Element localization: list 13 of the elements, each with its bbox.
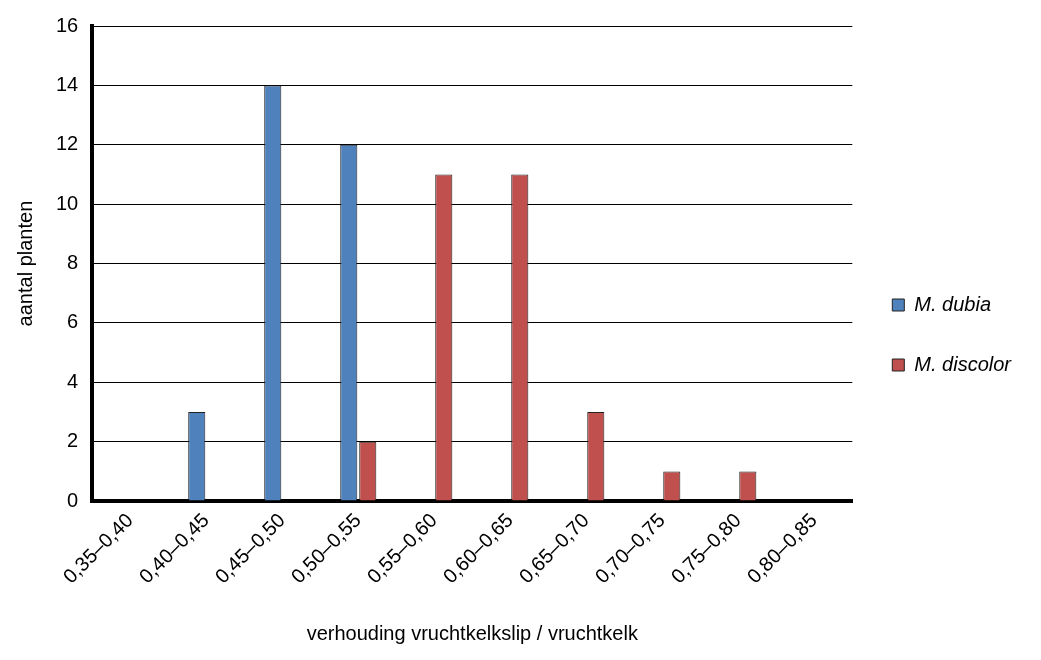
y-axis-title: aantal planten <box>13 200 36 327</box>
y-tick-label: 10 <box>56 191 79 214</box>
legend-label: M. discolor <box>914 352 1013 375</box>
y-tick-label: 8 <box>67 251 79 274</box>
y-tick-label: 2 <box>67 429 79 452</box>
y-tick-label: 12 <box>56 132 79 155</box>
y-tick-label: 6 <box>67 310 79 333</box>
x-axis-title: verhouding vruchtkelkslip / vruchtkelk <box>306 621 639 644</box>
y-tick-label: 14 <box>56 72 79 95</box>
y-tick-label: 16 <box>56 13 79 36</box>
legend-label: M. dubia <box>914 292 992 315</box>
y-tick-label: 0 <box>67 488 79 511</box>
y-tick-label: 4 <box>67 369 79 392</box>
